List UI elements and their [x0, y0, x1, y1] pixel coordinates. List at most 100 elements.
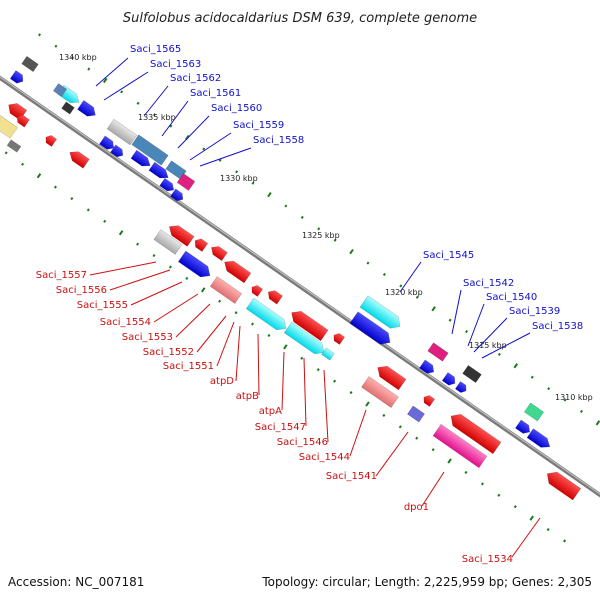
- gene-feature: [432, 423, 488, 469]
- gene-feature: [69, 151, 90, 169]
- leader-line: [375, 431, 409, 477]
- gene-label-forward[interactable]: Saci_1538: [532, 321, 583, 332]
- gene-label-forward[interactable]: Saci_1560: [211, 103, 262, 114]
- tick-dot: [218, 158, 222, 162]
- map-title: Sulfolobus acidocaldarius DSM 639, compl…: [123, 11, 477, 26]
- gene-label-reverse[interactable]: Saci_1557: [36, 270, 87, 281]
- gene-label-reverse[interactable]: atpD: [210, 376, 234, 387]
- leader-line: [95, 57, 129, 87]
- tick-dot: [480, 482, 484, 486]
- gene-label-forward[interactable]: Saci_1559: [233, 120, 284, 131]
- gene-feature: [450, 414, 502, 455]
- tick-dot: [21, 162, 25, 166]
- tick-dot: [563, 398, 567, 402]
- gene-label-reverse[interactable]: Saci_1554: [100, 317, 151, 328]
- gene-feature: [61, 101, 75, 115]
- tick-dot: [464, 470, 468, 475]
- leader-line: [303, 357, 307, 427]
- gene-feature: [130, 149, 151, 167]
- tick-dot: [70, 196, 74, 201]
- gene-feature: [515, 419, 531, 434]
- gene-label-forward[interactable]: Saci_1562: [170, 73, 221, 84]
- gene-feature: [159, 177, 175, 192]
- tick-label: 1330 kbp: [220, 174, 258, 183]
- tick-label: 1325 kbp: [302, 231, 340, 240]
- tick-dot: [202, 147, 206, 151]
- tick-dot: [398, 425, 402, 429]
- leader-line: [103, 71, 149, 101]
- tick-dot: [152, 254, 156, 258]
- tick-dot: [513, 363, 519, 369]
- leader-line: [89, 261, 157, 276]
- tick-dot: [36, 173, 42, 179]
- leader-line: [451, 289, 462, 335]
- tick-label: 1320 kbp: [385, 288, 423, 297]
- tick-dot: [563, 539, 567, 543]
- gene-label-reverse[interactable]: Saci_1552: [143, 347, 194, 358]
- tick-dot-track: [4, 33, 600, 543]
- gene-label-reverse[interactable]: Saci_1541: [326, 471, 377, 482]
- tick-dot: [267, 333, 271, 338]
- gene-feature: [106, 118, 138, 146]
- tick-dot: [382, 413, 386, 417]
- gene-feature: [177, 250, 211, 278]
- gene-feature: [170, 188, 184, 202]
- gene-label-forward[interactable]: Saci_1561: [190, 88, 241, 99]
- tick-dot: [4, 151, 8, 155]
- tick-dot: [300, 356, 304, 360]
- gene-label-reverse[interactable]: Saci_1534: [462, 554, 513, 565]
- gene-feature: [361, 376, 399, 408]
- tick-label: 1340 kbp: [59, 53, 97, 62]
- gene-label-forward[interactable]: Saci_1565: [130, 44, 181, 55]
- gene-feature: [0, 113, 18, 139]
- gene-feature: [377, 365, 407, 391]
- gene-label-forward[interactable]: Saci_1558: [253, 135, 304, 146]
- tick-dot: [366, 261, 370, 265]
- gene-label-forward[interactable]: Saci_1563: [150, 59, 201, 70]
- gene-label-forward[interactable]: Saci_1542: [463, 278, 514, 289]
- tick-dot: [547, 387, 551, 391]
- gene-label-reverse[interactable]: Saci_1555: [77, 300, 128, 311]
- tick-dot: [333, 238, 337, 242]
- tick-dot: [415, 436, 419, 440]
- gene-label-reverse[interactable]: Saci_1553: [122, 332, 173, 343]
- leader-line: [189, 132, 232, 161]
- tick-dot: [235, 170, 239, 174]
- tick-dot: [136, 101, 140, 105]
- gene-label-reverse[interactable]: Saci_1544: [299, 452, 350, 463]
- gene-label-reverse[interactable]: atpA: [259, 406, 282, 417]
- gene-label-reverse[interactable]: Saci_1546: [277, 437, 328, 448]
- tick-dot: [316, 368, 320, 372]
- gene-feature: [194, 238, 209, 252]
- gene-feature: [291, 310, 329, 342]
- leader-line: [175, 303, 211, 338]
- tick-dot: [136, 242, 140, 246]
- gene-label-reverse[interactable]: dpo1: [404, 502, 429, 513]
- tick-dot: [382, 272, 386, 277]
- leader-line: [196, 315, 227, 353]
- tick-dot: [218, 299, 222, 303]
- gene-label-forward[interactable]: Saci_1545: [423, 250, 474, 261]
- gene-label-forward[interactable]: Saci_1540: [486, 292, 537, 303]
- leader-line: [130, 281, 183, 306]
- gene-label-reverse[interactable]: atpB: [236, 391, 259, 402]
- tick-dot: [529, 515, 534, 521]
- gene-feature: [77, 99, 96, 117]
- gene-label-forward[interactable]: Saci_1539: [509, 306, 560, 317]
- tick-dot: [234, 311, 238, 315]
- gene-features: [0, 55, 582, 501]
- leader-line: [109, 269, 171, 291]
- gene-label-reverse[interactable]: Saci_1551: [163, 361, 214, 372]
- gene-feature: [52, 83, 68, 97]
- gene-label-reverse[interactable]: Saci_1556: [56, 285, 107, 296]
- gene-feature: [359, 295, 401, 329]
- gene-feature: [333, 333, 346, 345]
- gene-label-reverse[interactable]: Saci_1547: [255, 422, 306, 433]
- gene-feature: [99, 135, 115, 150]
- tick-dot: [595, 420, 600, 426]
- gene-feature: [245, 297, 287, 331]
- gene-feature: [423, 395, 436, 407]
- gene-feature: [176, 173, 196, 191]
- tick-dot: [513, 505, 517, 509]
